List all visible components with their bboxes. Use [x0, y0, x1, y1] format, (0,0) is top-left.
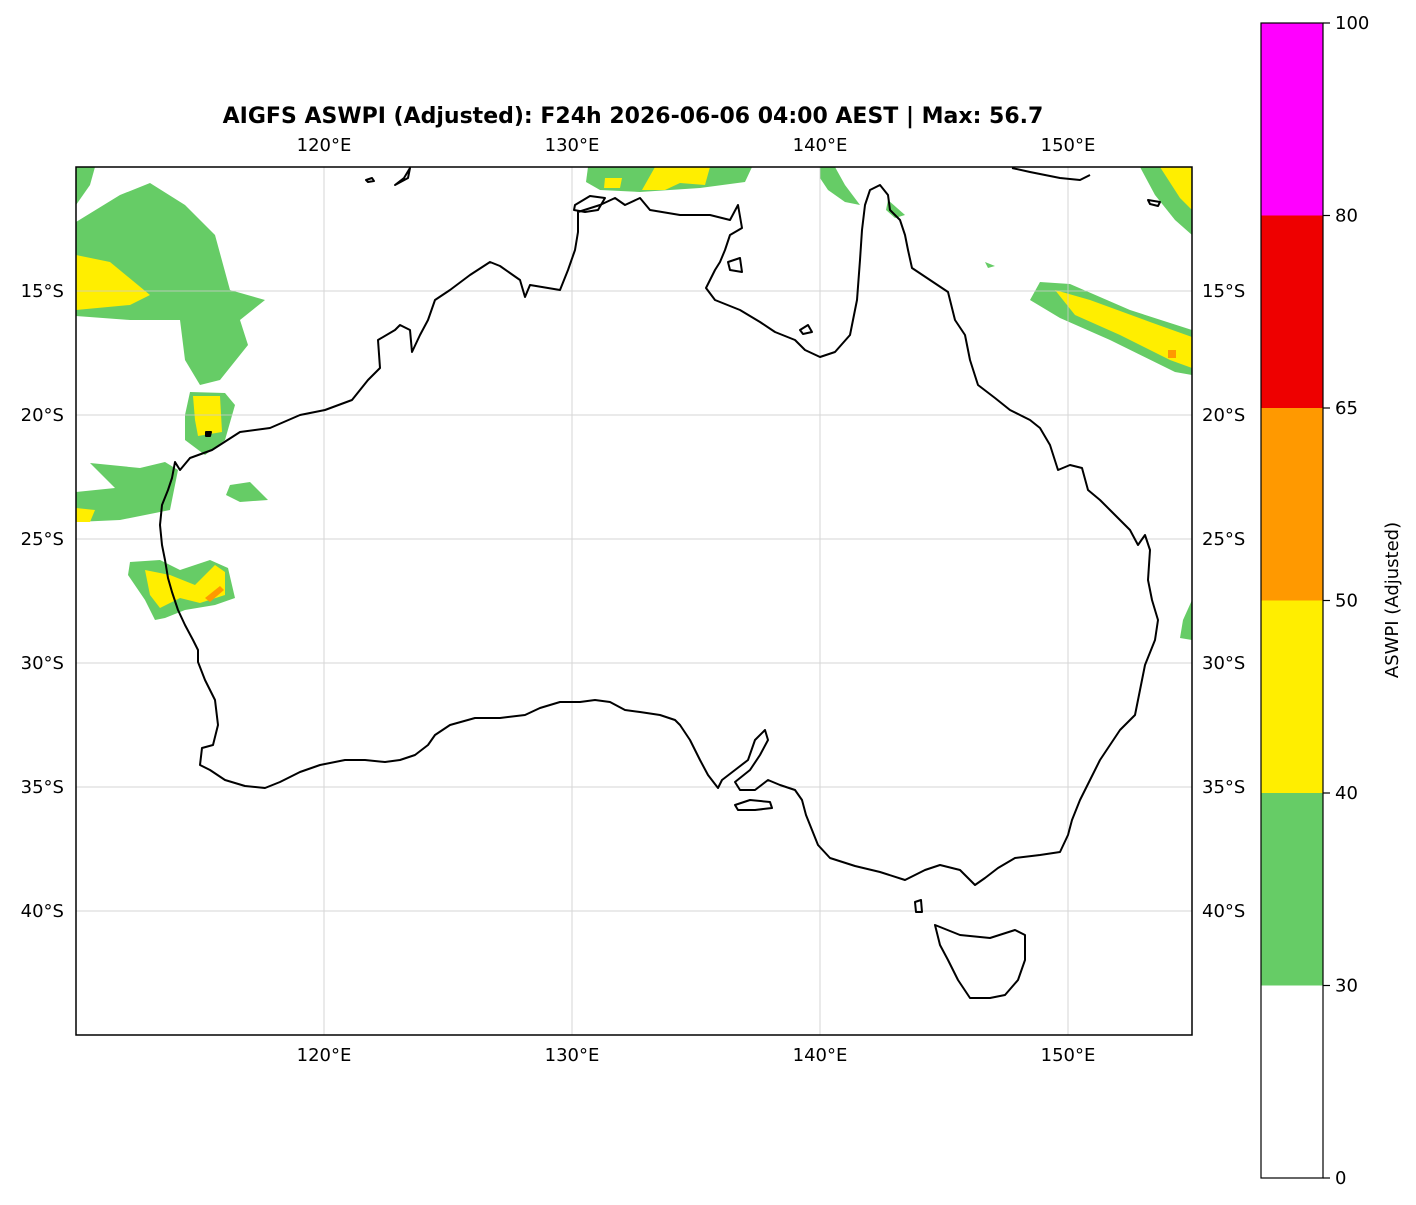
- aswpi-area-40-50: [1160, 167, 1192, 210]
- australia-mainland-coastline: [159, 184, 1159, 886]
- small-island: [1147, 199, 1161, 207]
- lat-tick-label: 40°S: [1202, 901, 1245, 922]
- map-title: AIGFS ASWPI (Adjusted): F24h 2026-06-06 …: [223, 104, 1044, 129]
- aswpi-area-30-40: [76, 462, 178, 522]
- lat-tick-label: 25°S: [1202, 529, 1245, 550]
- colorbar-tick-label: 0: [1335, 1168, 1346, 1189]
- colorbar-label: ASWPI (Adjusted): [1382, 522, 1403, 678]
- map-area: [75, 166, 1193, 1036]
- lon-tick-label: 120°E: [297, 1045, 352, 1066]
- colorbar-tick-label: 100: [1335, 13, 1369, 34]
- colorbar-tick-label: 80: [1335, 206, 1358, 227]
- lat-tick-labels-right: 15°S 20°S 25°S 30°S 35°S 40°S: [1202, 281, 1245, 922]
- aswpi-area-40-50: [604, 178, 622, 188]
- aswpi-area-40-50: [145, 565, 225, 608]
- aswpi-area-30-40: [985, 262, 995, 268]
- aswpi-area-50-65: [1168, 350, 1176, 358]
- colorbar-segment: [1261, 985, 1323, 1178]
- aswpi-area-30-40: [820, 167, 860, 205]
- lat-tick-label: 40°S: [21, 901, 64, 922]
- lon-tick-label: 150°E: [1041, 135, 1096, 156]
- map-background: [76, 167, 1192, 1035]
- lon-tick-label: 120°E: [297, 135, 352, 156]
- lat-tick-label: 20°S: [1202, 405, 1245, 426]
- colorbar-tick-label: 50: [1335, 591, 1358, 612]
- lat-tick-label: 15°S: [1202, 281, 1245, 302]
- kangaroo-island-coastline: [734, 799, 773, 811]
- colorbar-segment: [1261, 408, 1323, 601]
- small-island: [727, 257, 743, 273]
- aswpi-area-40-50: [1055, 290, 1192, 368]
- map-frame: [75, 166, 1193, 1036]
- lat-tick-label: 15°S: [21, 281, 64, 302]
- lon-tick-label: 150°E: [1041, 1045, 1096, 1066]
- colorbar-tick-label: 30: [1335, 976, 1358, 997]
- aswpi-area-40-50: [76, 255, 150, 310]
- colorbar-segments: [1261, 23, 1323, 1178]
- melville-island-coastline: [573, 195, 606, 213]
- aswpi-area-30-40: [1180, 600, 1192, 640]
- lat-tick-label: 35°S: [1202, 777, 1245, 798]
- colorbar-segment: [1261, 23, 1323, 216]
- aswpi-area-30-40: [76, 183, 265, 385]
- lat-tick-label: 35°S: [21, 777, 64, 798]
- lat-tick-label: 25°S: [21, 529, 64, 550]
- coastlines: [159, 167, 1161, 999]
- aswpi-area-30-40: [886, 200, 905, 218]
- lat-tick-labels-left: 15°S 20°S 25°S 30°S 35°S 40°S: [21, 281, 64, 922]
- colorbar: 0 30 40 50 65 80 100 ASWPI (Adjusted): [1260, 13, 1403, 1189]
- aswpi-field-layer: [76, 167, 1192, 640]
- small-island: [365, 177, 375, 183]
- colorbar-segment: [1261, 215, 1323, 408]
- aswpi-area-40-50: [642, 167, 710, 190]
- colorbar-segment: [1261, 793, 1323, 986]
- aswpi-area-30-40: [226, 482, 268, 502]
- aswpi-area-50-65: [205, 586, 224, 602]
- small-island: [799, 324, 813, 335]
- small-island: [1011, 167, 1091, 181]
- aswpi-area-40-50: [76, 508, 95, 522]
- small-island: [394, 167, 411, 186]
- lat-tick-label: 30°S: [21, 653, 64, 674]
- small-island: [914, 899, 923, 913]
- lat-tick-label: 20°S: [21, 405, 64, 426]
- colorbar-tick-label: 65: [1335, 398, 1358, 419]
- lat-tick-label: 30°S: [1202, 653, 1245, 674]
- lon-tick-label: 130°E: [545, 1045, 600, 1066]
- lon-tick-label: 140°E: [793, 135, 848, 156]
- small-island: [205, 431, 212, 437]
- tasmania-coastline: [934, 924, 1026, 999]
- lon-tick-labels-top: 120°E 130°E 140°E 150°E: [297, 135, 1096, 156]
- colorbar-segment: [1261, 600, 1323, 793]
- lon-tick-labels-bottom: 120°E 130°E 140°E 150°E: [297, 1045, 1096, 1066]
- lon-tick-label: 140°E: [793, 1045, 848, 1066]
- colorbar-ticks: 0 30 40 50 65 80 100: [1323, 13, 1369, 1189]
- aswpi-area-40-50: [193, 396, 222, 436]
- aswpi-area-30-40: [76, 167, 95, 205]
- lon-tick-label: 130°E: [545, 135, 600, 156]
- colorbar-tick-label: 40: [1335, 783, 1358, 804]
- gridlines: [76, 167, 1192, 1035]
